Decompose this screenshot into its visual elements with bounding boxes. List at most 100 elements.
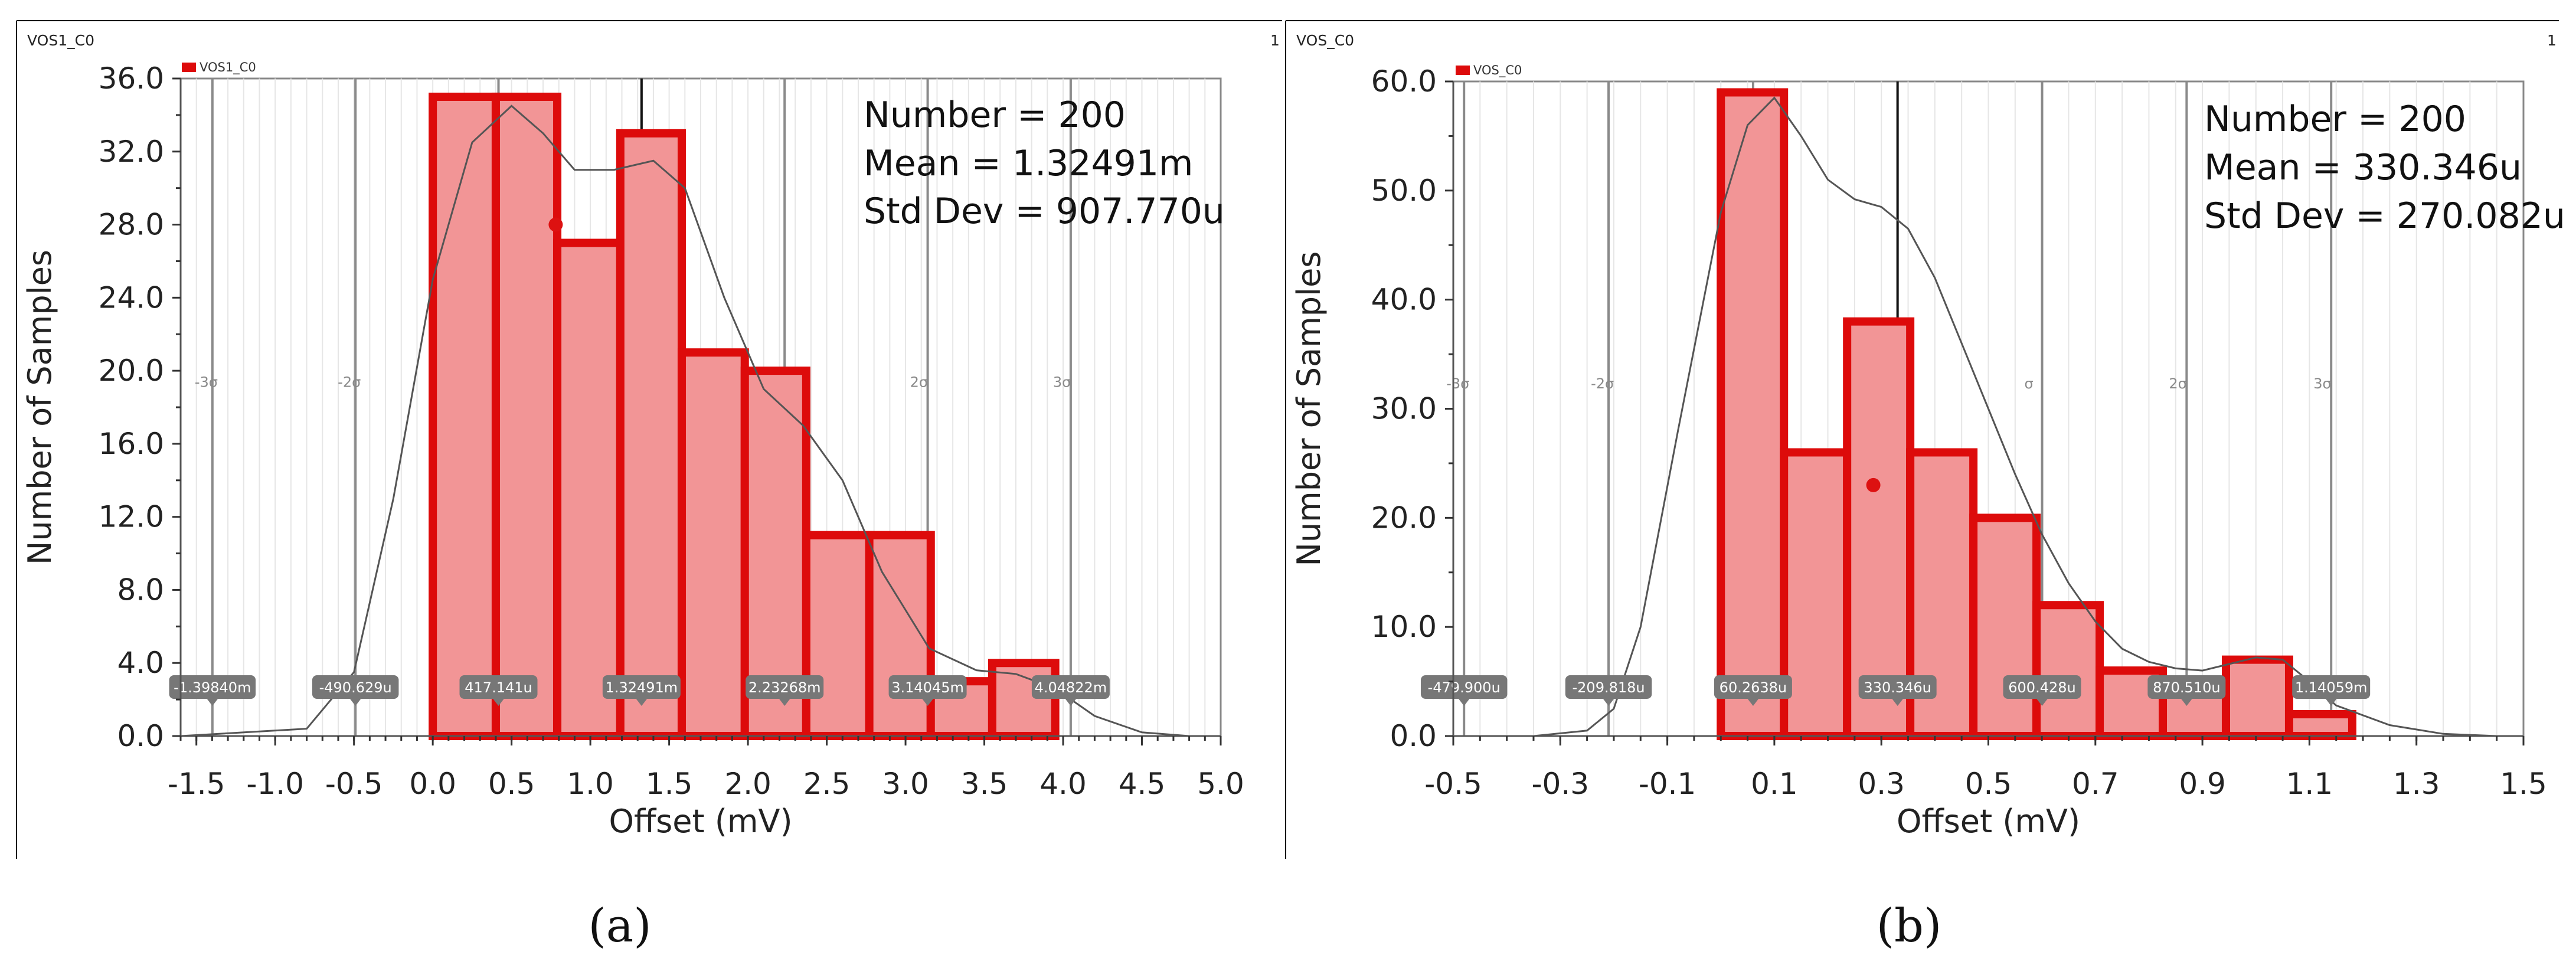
sigma-value-marker bbox=[2003, 675, 2081, 699]
x-tick-label: -1.0 bbox=[246, 767, 304, 801]
sigma-value-label: -479.900u bbox=[1428, 679, 1501, 696]
x-tick-label: 3.0 bbox=[882, 767, 929, 801]
x-tick-label: 1.5 bbox=[2500, 767, 2547, 801]
y-tick-label: 36.0 bbox=[99, 61, 164, 96]
y-tick-label: 24.0 bbox=[99, 280, 164, 315]
legend-entry: VOS1_C0 bbox=[200, 60, 256, 75]
histogram-bar bbox=[616, 129, 686, 741]
window-corner-mark: 1 bbox=[2547, 32, 2557, 49]
y-tick-label: 16.0 bbox=[99, 427, 164, 461]
x-tick-label: 0.0 bbox=[409, 767, 456, 801]
sigma-value-marker bbox=[459, 675, 538, 699]
histogram-bar bbox=[1843, 317, 1915, 740]
sigma-value-label: 417.141u bbox=[465, 679, 532, 696]
x-tick-label: 0.1 bbox=[1751, 767, 1798, 801]
y-tick-label: 50.0 bbox=[1371, 174, 1437, 208]
statistics-line: Mean = 1.32491m bbox=[864, 143, 1193, 184]
sigma-value-label: 870.510u bbox=[2153, 679, 2220, 696]
y-axis-title: Number of Samples bbox=[1290, 251, 1328, 567]
sigma-marker-pointer bbox=[1747, 698, 1759, 706]
sigma-value-marker bbox=[602, 675, 681, 699]
sigma-value-label: 1.32491m bbox=[606, 679, 678, 696]
sigma-value-label: 1.14059m bbox=[2295, 679, 2368, 696]
window-title: VOS1_C0 bbox=[27, 32, 94, 49]
histogram-bar bbox=[1969, 514, 2041, 740]
x-tick-label: 3.5 bbox=[961, 767, 1008, 801]
sigma-value-marker bbox=[1858, 675, 1937, 699]
legend-swatch bbox=[182, 63, 196, 72]
x-tick-label: -0.5 bbox=[325, 767, 383, 801]
statistics-line: Number = 200 bbox=[864, 94, 1126, 136]
sigma-marker-pointer bbox=[921, 698, 934, 706]
chart-panel-0: VOS1_C01VOS1_C0-3σ-2σ-σμσ2σ3σ-1.39840m-4… bbox=[16, 20, 1282, 953]
histogram-bar bbox=[988, 659, 1060, 740]
y-tick-label: 10.0 bbox=[1371, 610, 1437, 644]
y-tick-label: 0.0 bbox=[1390, 719, 1437, 753]
mean-point-marker bbox=[548, 217, 563, 232]
histogram-bar bbox=[2159, 688, 2230, 740]
histogram-bar bbox=[553, 238, 625, 740]
sigma-value-label: 4.04822m bbox=[1035, 679, 1107, 696]
legend-entry: VOS_C0 bbox=[1473, 63, 1522, 78]
sigma-value-marker bbox=[2147, 675, 2226, 699]
legend-swatch bbox=[1456, 66, 1470, 75]
sigma-marker-pointer bbox=[206, 698, 218, 706]
y-tick-label: 4.0 bbox=[117, 646, 164, 680]
y-tick-label: 30.0 bbox=[1371, 392, 1437, 426]
sigma-value-marker bbox=[888, 675, 967, 699]
sigma-value-marker bbox=[1420, 675, 1508, 699]
x-tick-label: 1.5 bbox=[646, 767, 693, 801]
y-tick-label: 28.0 bbox=[99, 208, 164, 242]
histogram-bar bbox=[677, 348, 749, 740]
x-tick-label: 0.5 bbox=[1965, 767, 2012, 801]
x-tick-label: 0.5 bbox=[488, 767, 535, 801]
sigma-value-label: -490.629u bbox=[319, 679, 392, 696]
sigma-label: -3σ bbox=[1446, 375, 1469, 392]
x-tick-label: 4.5 bbox=[1119, 767, 1166, 801]
statistics-line: Std Dev = 907.770u bbox=[864, 191, 1225, 232]
sigma-marker-pointer bbox=[349, 698, 362, 706]
sigma-label: 3σ bbox=[1053, 374, 1071, 390]
subfigure-caption: (a) bbox=[588, 900, 651, 953]
sigma-label: σ bbox=[2025, 375, 2034, 392]
sigma-marker-pointer bbox=[2181, 698, 2193, 706]
y-tick-label: 60.0 bbox=[1371, 64, 1437, 99]
y-tick-label: 20.0 bbox=[99, 354, 164, 388]
x-tick-label: 0.3 bbox=[1858, 767, 1905, 801]
y-tick-label: 32.0 bbox=[99, 135, 164, 169]
chart-panel-1: VOS_C01VOS_C0-3σ-2σ-σμσ2σ3σ-479.900u-209… bbox=[1285, 20, 2565, 953]
y-tick-label: 40.0 bbox=[1371, 283, 1437, 317]
histogram-bar bbox=[2284, 710, 2356, 740]
density-curve bbox=[180, 104, 1189, 737]
histogram-bar bbox=[802, 531, 874, 740]
histogram-bar bbox=[491, 92, 562, 740]
sigma-value-label: 2.23268m bbox=[748, 679, 821, 696]
x-axis-title: Offset (mV) bbox=[609, 803, 792, 840]
sigma-marker-pointer bbox=[1603, 698, 1615, 706]
x-tick-label: -0.3 bbox=[1532, 767, 1590, 801]
sigma-value-marker bbox=[1714, 675, 1792, 699]
x-tick-label: -0.5 bbox=[1424, 767, 1482, 801]
y-tick-label: 8.0 bbox=[117, 573, 164, 607]
y-axis-title: Number of Samples bbox=[21, 250, 58, 565]
sigma-value-marker bbox=[1031, 675, 1110, 699]
sigma-value-label: 600.428u bbox=[2008, 679, 2075, 696]
mean-point-marker bbox=[1866, 478, 1881, 492]
x-tick-label: 0.7 bbox=[2072, 767, 2119, 801]
subfigure-caption: (b) bbox=[1877, 900, 1942, 953]
x-tick-label: 0.9 bbox=[2179, 767, 2226, 801]
x-axis-title: Offset (mV) bbox=[1897, 803, 2080, 840]
sigma-marker-pointer bbox=[2325, 698, 2338, 706]
statistics-line: Mean = 330.346u bbox=[2204, 147, 2522, 188]
y-tick-label: 12.0 bbox=[99, 500, 164, 534]
y-tick-label: 20.0 bbox=[1371, 501, 1437, 535]
sigma-label: -2σ bbox=[1591, 375, 1614, 392]
x-tick-label: -1.5 bbox=[168, 767, 225, 801]
sigma-marker-pointer bbox=[492, 698, 505, 706]
y-tick-label: 0.0 bbox=[117, 719, 164, 753]
sigma-value-marker bbox=[312, 675, 399, 699]
x-tick-label: 2.0 bbox=[724, 767, 772, 801]
sigma-value-marker bbox=[746, 675, 824, 699]
window-title: VOS_C0 bbox=[1296, 32, 1354, 49]
x-tick-label: -0.1 bbox=[1639, 767, 1696, 801]
